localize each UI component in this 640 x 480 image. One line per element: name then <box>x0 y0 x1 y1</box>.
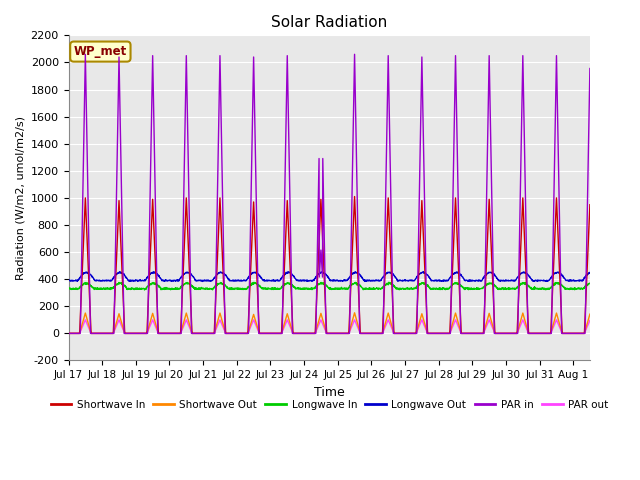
Legend: Shortwave In, Shortwave Out, Longwave In, Longwave Out, PAR in, PAR out: Shortwave In, Shortwave Out, Longwave In… <box>47 396 612 414</box>
X-axis label: Time: Time <box>314 386 345 399</box>
Text: WP_met: WP_met <box>74 45 127 58</box>
Y-axis label: Radiation (W/m2, umol/m2/s): Radiation (W/m2, umol/m2/s) <box>15 116 25 280</box>
Title: Solar Radiation: Solar Radiation <box>271 15 387 30</box>
